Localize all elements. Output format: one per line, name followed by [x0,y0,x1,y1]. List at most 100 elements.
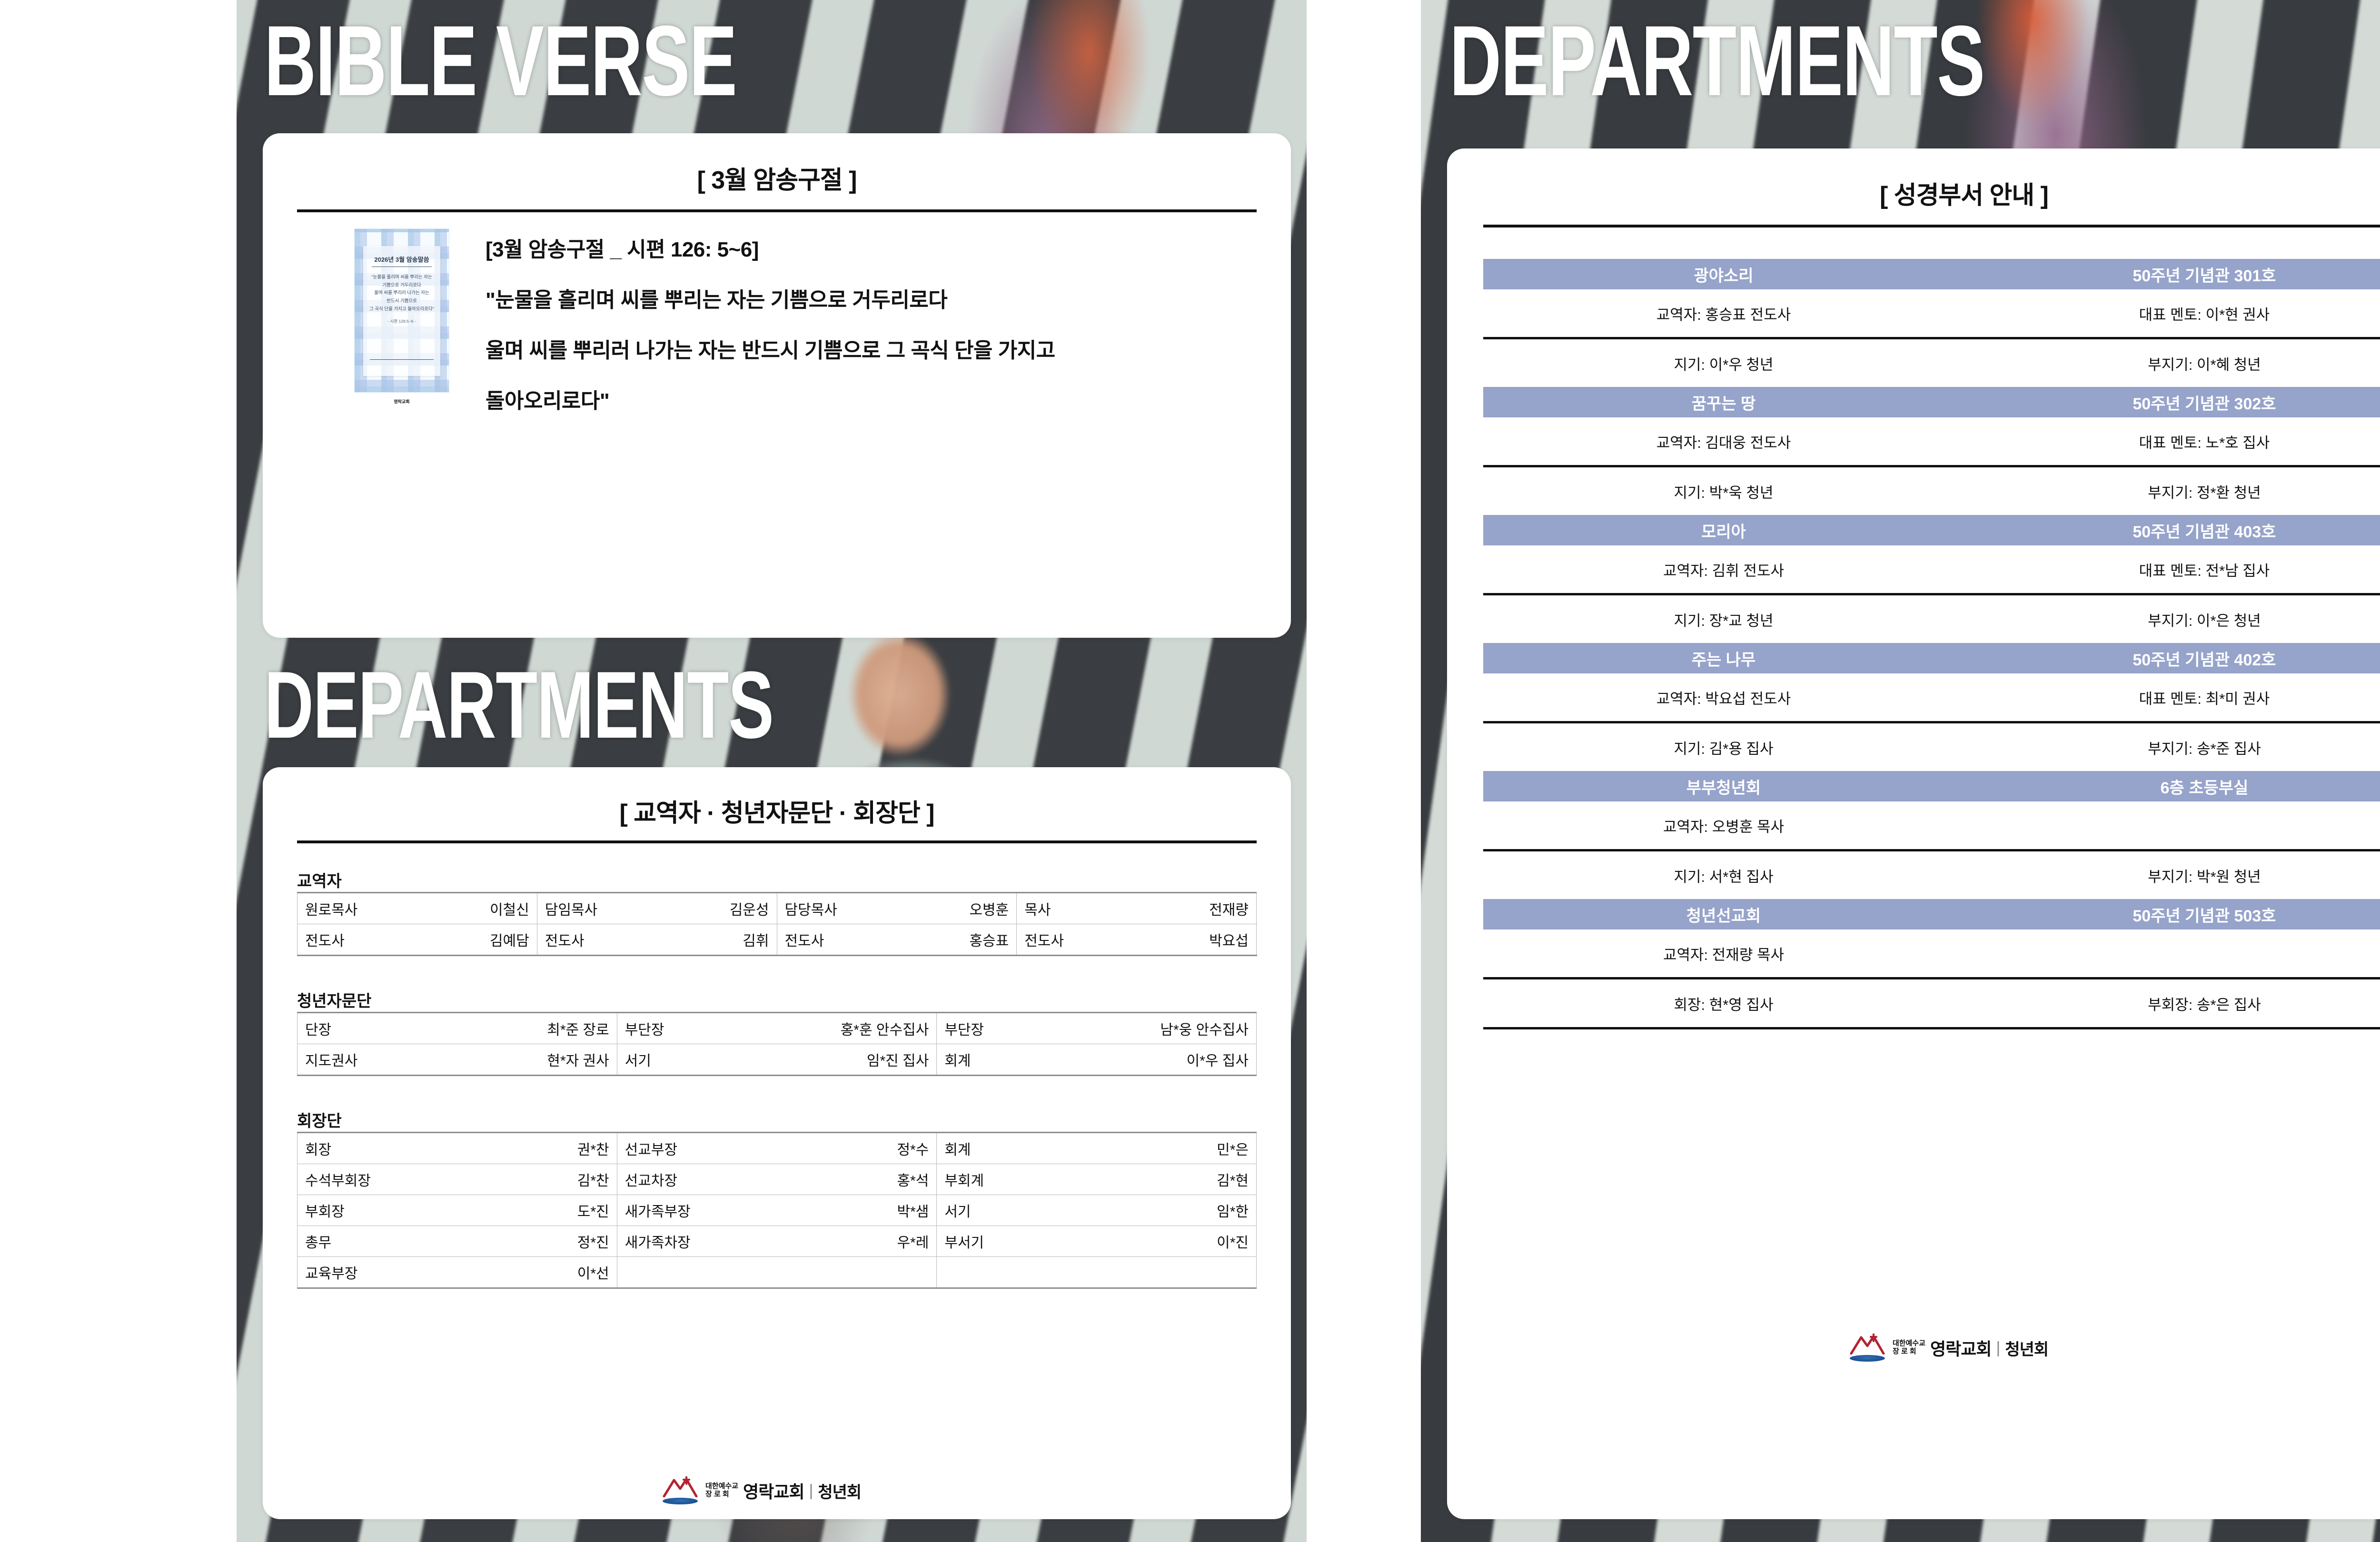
cell-role: 단장 [297,1012,457,1044]
department-staff-row: 교역자: 홍승표 전도사 대표 멘토: 이*현 권사 [1483,289,2380,337]
table-row: 회장 권*찬 선교부장 정*수 회계 민*은 [297,1132,1257,1164]
cell-name: 최*준 장로 [457,1012,617,1044]
staff-mentor: 대표 멘토: 전*남 집사 [2139,562,2270,579]
section-label-2: 회장단 [297,1112,342,1130]
cell-role: 담당목사 [776,892,897,924]
cell-name: 임*한 [1096,1195,1257,1226]
logo-group-name: 청년회 [818,1483,862,1502]
department-list: 광야소리 50주년 기념관 301호 교역자: 홍승표 전도사 대표 멘토: 이*현 … [1483,259,2380,1029]
cell-name: 홍*훈 안수집사 [776,1012,937,1044]
divider-line [1483,465,2380,467]
departments-hero-title-left: DEPARTMENTS [264,652,774,758]
section-label-1: 청년자문단 [297,992,372,1010]
cell-name: 우*레 [776,1226,937,1257]
leader-primary: 지기: 박*욱 청년 [1674,484,1774,501]
table-row: 지도권사 현*자 권사 서기 임*진 집사 회계 이*우 집사 [297,1044,1257,1076]
cell-role: 회장 [297,1132,457,1164]
cell-role: 부단장 [616,1012,777,1044]
staff-minister: 교역자: 박요섭 전도사 [1656,690,1791,707]
department-room: 50주년 기념관 403호 [2132,523,2276,541]
verse-text-block: [3월 암송구절 _ 시편 126: 5~6] "눈물을 흘리며 씨를 뿌리는 … [486,232,1228,434]
section-label-0: 교역자 [297,872,342,890]
department-name: 모리아 [1701,523,1746,541]
thumbnail-line-4: 반드시 기쁨으로 [387,298,417,304]
department-leader-row: 회장: 현*영 집사 부회장: 송*은 집사 [1483,979,2380,1027]
staff-mentor: 대표 멘토: 이*현 권사 [2139,306,2270,323]
department-leader-row: 지기: 박*욱 청년 부지기: 정*환 청년 [1483,467,2380,515]
corner-bracket-decoration [1209,1418,1275,1484]
cell-name: 정*진 [457,1226,617,1257]
cell-name: 남*웅 안수집사 [1096,1012,1257,1044]
cell-role: 목사 [1016,892,1137,924]
leader-secondary: 부지기: 이*혜 청년 [2148,356,2261,373]
leader-secondary: 부지기: 이*은 청년 [2148,612,2261,629]
table-row: 부회장 도*진 새가족부장 박*샘 서기 임*한 [297,1195,1257,1226]
divider-line [297,209,1257,212]
logo-denom-line2: 장 로 회 [705,1490,729,1498]
logo-wordmark: 대한예수교 장 로 회 영락교회 | 청년회 [705,1478,862,1503]
church-logo-icon [1849,1334,1886,1362]
table-0: 원로목사 이철신 담임목사 김운성 담당목사 오병훈 목사 전재량 전도사 김예담 전도사 김휘 전도사… [297,892,1257,956]
thumbnail-line-3: 울며 씨를 뿌리러 나가는 자는 [374,290,429,296]
thumbnail-reference: - 시편 126:5~6 - [387,319,416,324]
leader-secondary: 부회장: 송*은 집사 [2148,996,2261,1013]
cell-role: 부단장 [936,1012,1097,1044]
logo-wordmark: 대한예수교 장 로 회 영락교회 | 청년회 [1893,1335,2049,1360]
departments-card-left: [ 교역자 · 청년자문단 · 회장단 ] 교역자 원로목사 이철신 담임목사 김운성 담… [263,767,1291,1519]
verse-line-2: 울며 씨를 뿌리러 나가는 자는 반드시 기쁨으로 그 곡식 단을 가지고 [486,339,1055,362]
department-leader-row: 지기: 서*현 집사 부지기: 박*원 청년 [1483,851,2380,899]
table-row: 전도사김예담전도사김휘전도사홍승표전도사박요섭전도사김대웅 [297,924,1257,956]
table-row: 단장 최*준 장로 부단장 홍*훈 안수집사 부단장 남*웅 안수집사 [297,1012,1257,1044]
thumbnail-line-5: 그 곡식 단을 가지고 돌아오리로다" [369,306,435,312]
leader-secondary: 부지기: 송*준 집사 [2148,740,2261,757]
staff-minister: 교역자: 홍승표 전도사 [1656,306,1791,323]
footer-logo: 대한예수교 장 로 회 영락교회 | 청년회 [662,1476,862,1505]
table-row: 원로목사 이철신 담임목사 김운성 담당목사 오병훈 목사 전재량 [297,892,1257,924]
staff-minister: 교역자: 김대웅 전도사 [1656,434,1791,451]
department-room: 50주년 기념관 402호 [2132,651,2276,669]
divider-line [1483,337,2380,339]
logo-church-name: 영락교회 [1930,1339,1992,1359]
department-staff-row: 교역자: 오병훈 목사 [1483,801,2380,849]
mountain-cross-icon [663,1476,698,1497]
department-name: 주는 나무 [1691,651,1756,669]
divider-line [1483,977,2380,979]
staff-mentor: 대표 멘토: 노*호 집사 [2139,434,2270,451]
leader-primary: 회장: 현*영 집사 [1674,996,1774,1013]
divider-line [1483,1027,2380,1029]
thumbnail-body: "눈물을 흘리며 씨를 뿌리는 자는 기쁨으로 거두리로다 울며 씨를 뿌리러 … [369,274,435,325]
logo-divider: | [809,1481,813,1500]
divider-line [1483,849,2380,851]
department-name: 부부청년회 [1686,779,1761,797]
leader-primary: 지기: 장*교 청년 [1674,612,1774,629]
department-room: 50주년 기념관 301호 [2132,267,2276,285]
cell-name: 김*현 [1096,1164,1257,1195]
divider-line [1483,721,2380,723]
divider-line [1483,225,2380,227]
bible-verse-card: [ 3월 암송구절 ] 2026년 3월 암송말씀 "눈물을 흘리며 씨를 뿌리… [263,133,1291,638]
cell-role: 선교부장 [616,1132,777,1164]
cell-role: 원로목사 [297,892,417,924]
cell-role: 새가족부장 [616,1195,777,1226]
cell-role: 담임목사 [536,892,657,924]
logo-church-name: 영락교회 [743,1482,804,1502]
divider-line [1483,593,2380,595]
footer-logo: 대한예수교 장 로 회 영락교회 | 청년회 [1849,1334,2049,1362]
staff-minister: 교역자: 오병훈 목사 [1663,818,1784,835]
cell-name: 전재량 [1136,892,1257,924]
cell-role: 회계 [936,1044,1097,1076]
department-room: 6층 초등부실 [2160,779,2249,797]
verse-line-1: "눈물을 흘리며 씨를 뿌리는 자는 기쁨으로 거두리로다 [486,288,948,312]
department-room: 50주년 기념관 503호 [2132,907,2276,925]
leader-secondary: 부지기: 박*원 청년 [2148,868,2261,885]
thumbnail-heading: 2026년 3월 암송말씀 [372,255,432,267]
cell-name: 김휘 [657,924,777,956]
cell-name [776,1256,937,1288]
bible-departments-heading: [ 성경부서 안내 ] [1879,182,2049,209]
logo-group-name: 청년회 [2005,1340,2049,1359]
cell-name: 이*선 [457,1256,617,1288]
cell-role [616,1256,777,1288]
department-leader-row: 지기: 이*우 청년 부지기: 이*혜 청년 [1483,339,2380,387]
cell-role [936,1256,1097,1288]
